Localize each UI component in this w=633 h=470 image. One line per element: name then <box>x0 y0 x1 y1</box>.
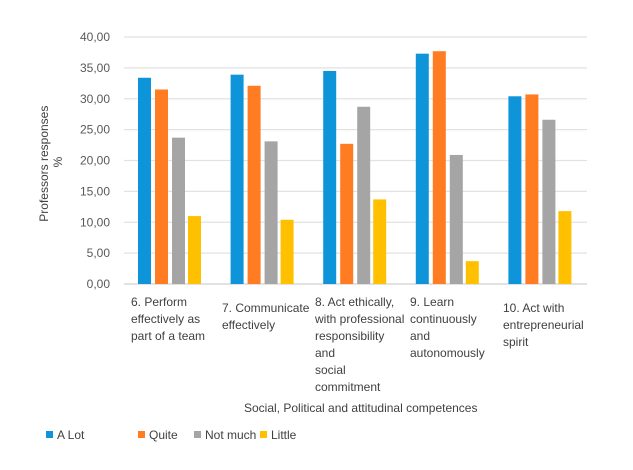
legend-item: A Lot <box>46 428 84 442</box>
bar-little <box>280 219 294 284</box>
y-tick-label: 25,00 <box>80 123 110 137</box>
bar-a-lot <box>323 70 337 285</box>
y-tick-label: 15,00 <box>80 184 110 198</box>
legend-label: Not much <box>205 428 257 442</box>
bar-not-much <box>357 106 371 284</box>
y-tick-label: 20,00 <box>80 154 110 168</box>
x-category-label: 10. Act with entrepreneurial spirit <box>503 300 595 351</box>
x-category-label-line: part of a team <box>131 329 206 343</box>
x-category-label-line: social <box>315 363 346 377</box>
x-category-label-line: effectively as <box>131 312 201 326</box>
bar-not-much <box>172 137 185 284</box>
bar-quite <box>340 143 354 284</box>
x-category-label-line: spirit <box>503 335 529 349</box>
x-category-label-line: effectively <box>222 318 276 332</box>
x-category-label: 6. Perform effectively as part of a team <box>131 294 223 345</box>
x-category-label-line: 7. Communicate <box>222 301 310 315</box>
x-category-label: 8. Act ethically, with professional respon… <box>315 294 407 396</box>
y-axis-title-line-2: % <box>51 156 65 167</box>
bar-a-lot <box>508 96 522 284</box>
legend-item: Little <box>260 428 296 442</box>
y-tick-label: 30,00 <box>80 92 110 106</box>
x-category-label-line: commitment <box>315 380 381 394</box>
bar-little <box>558 211 572 284</box>
x-category-label-line: and <box>410 329 431 343</box>
y-axis-title-line-1: Professors responses <box>37 106 51 222</box>
x-category-label-line: continuously <box>410 312 477 326</box>
legend-label: Little <box>271 428 297 442</box>
bar-quite <box>247 85 261 284</box>
x-category-label-line: autonomously <box>410 346 485 360</box>
legend-swatch <box>260 431 267 438</box>
y-tick-label: 40,00 <box>80 30 110 44</box>
legend-label: A Lot <box>57 428 85 442</box>
bar-quite <box>525 94 539 285</box>
x-category-label-line: 9. Learn <box>410 295 455 309</box>
y-tick-label: 0,00 <box>87 277 111 291</box>
x-category-label-line: entrepreneurial <box>503 318 584 332</box>
x-category-label-line: 8. Act ethically, <box>315 295 395 309</box>
x-category-label: 9. Learn continuously and autonomously <box>410 294 502 362</box>
legend-swatch <box>138 431 145 438</box>
bar-not-much <box>264 141 278 284</box>
legend-swatch <box>194 431 201 438</box>
bar-not-much <box>449 154 463 284</box>
bar-a-lot <box>230 74 244 284</box>
bar-a-lot <box>138 77 151 284</box>
bars <box>138 51 572 285</box>
x-category-label-line: 6. Perform <box>131 295 188 309</box>
x-axis-title: Social, Political and attitudinal compet… <box>244 401 478 415</box>
bar-a-lot <box>415 53 429 284</box>
y-tick-label: 35,00 <box>80 61 110 75</box>
bar-quite <box>432 51 446 284</box>
gridlines <box>124 36 587 285</box>
x-category-label-line: responsibility and <box>315 329 385 360</box>
bar-little <box>188 216 201 284</box>
legend-label: Quite <box>149 428 178 442</box>
x-category-label-line: 10. Act with <box>503 301 565 315</box>
legend-swatch <box>46 431 53 438</box>
x-category-label: 7. Communicate effectively <box>222 300 314 334</box>
y-axis-title: Professors responses % <box>37 102 65 221</box>
y-axis-ticks: 0,00 5,00 10,00 15,00 20,00 25,00 30,00 35,00 40… <box>80 30 110 291</box>
legend-item: Not much <box>194 428 256 442</box>
bar-not-much <box>542 119 556 285</box>
legend-item: Quite <box>138 428 178 442</box>
x-category-label-line: with professional <box>315 312 405 326</box>
bar-little <box>465 261 479 284</box>
bar-little <box>373 199 387 284</box>
y-tick-label: 5,00 <box>87 246 111 260</box>
bar-quite <box>155 89 168 284</box>
y-tick-label: 10,00 <box>80 215 110 229</box>
